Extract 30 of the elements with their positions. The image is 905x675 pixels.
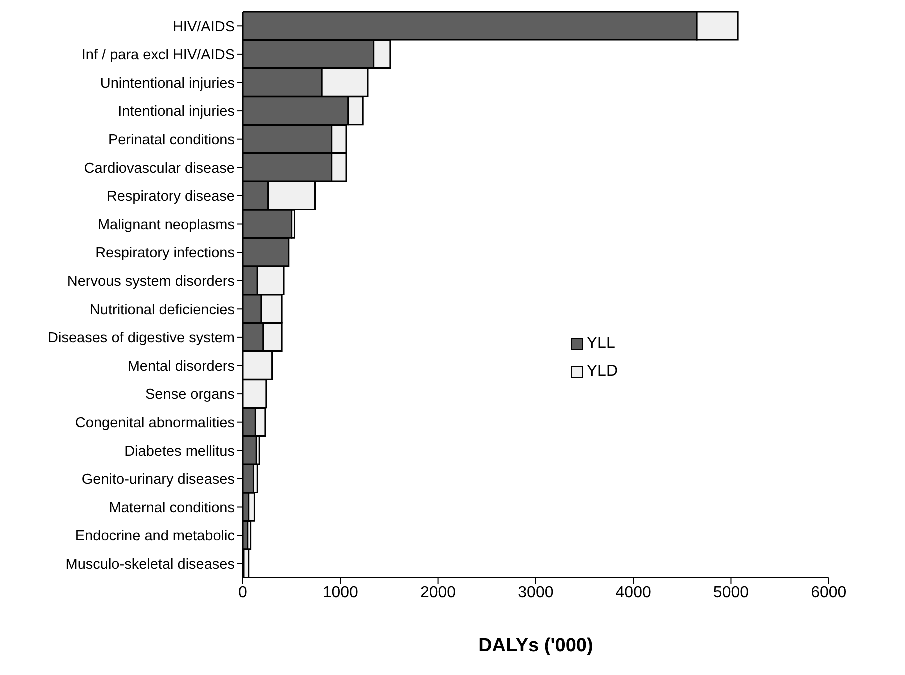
x-tick-label: 5000: [713, 584, 750, 602]
y-tick-label: Perinatal conditions: [108, 132, 235, 148]
y-tick-label: Sense organs: [146, 387, 235, 404]
y-tick-label: Respiratory disease: [106, 189, 235, 206]
x-axis-title: DALYs ('000): [478, 635, 594, 656]
y-tick-label: Intentional injuries: [118, 104, 235, 120]
legend-label: YLD: [586, 362, 618, 382]
y-tick-label: Diseases of digestive system: [48, 330, 235, 347]
x-tick-label: 6000: [811, 584, 847, 602]
x-tick-label: 0: [238, 584, 248, 602]
y-tick-label: Maternal conditions: [109, 500, 235, 516]
x-tick-label: 1000: [322, 584, 359, 602]
y-tick-label: Unintentional injuries: [100, 76, 235, 92]
y-tick-label: Cardiovascular disease: [84, 160, 235, 177]
x-tick-label: 2000: [420, 584, 456, 602]
y-tick-label: Malignant neoplasms: [98, 217, 235, 234]
y-tick-label: Diabetes mellitus: [124, 444, 235, 460]
x-tick-label: 3000: [518, 584, 554, 602]
x-tick-label: 4000: [616, 584, 652, 602]
y-tick-label: Respiratory infections: [96, 246, 235, 262]
y-tick-label: Endocrine and metabolic: [75, 528, 235, 545]
y-tick-label: Inf / para excl HIV/AIDS: [82, 48, 235, 64]
y-tick-label: Mental disorders: [128, 358, 235, 375]
y-tick-label: Congenital abnormalities: [75, 415, 235, 432]
y-tick-label: Musculo-skeletal diseases: [66, 556, 235, 573]
y-tick-label: Nutritional deficiencies: [90, 302, 235, 318]
y-tick-label: Genito-urinary diseases: [82, 472, 235, 488]
y-tick-label: HIV/AIDS: [172, 19, 235, 36]
y-tick-label: Nervous system disorders: [67, 274, 235, 290]
legend-label: YLL: [586, 334, 616, 354]
